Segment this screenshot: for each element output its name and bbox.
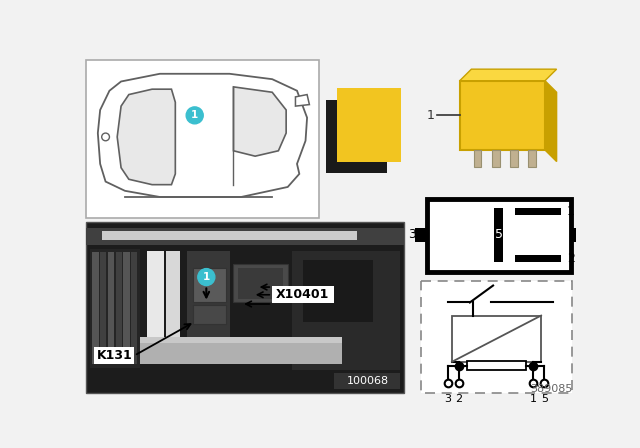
Bar bbox=[474, 150, 481, 167]
Bar bbox=[510, 150, 518, 167]
Bar bbox=[303, 260, 373, 322]
Text: 5: 5 bbox=[495, 228, 502, 241]
Bar bbox=[94, 347, 134, 364]
Text: 5: 5 bbox=[541, 394, 548, 404]
Polygon shape bbox=[296, 95, 309, 106]
Circle shape bbox=[186, 107, 204, 124]
Bar bbox=[131, 252, 138, 364]
Polygon shape bbox=[117, 89, 175, 185]
Text: 1: 1 bbox=[566, 205, 575, 218]
Bar bbox=[147, 251, 164, 359]
Bar bbox=[292, 251, 400, 370]
Circle shape bbox=[198, 269, 215, 285]
Bar bbox=[124, 252, 129, 364]
Text: 1: 1 bbox=[426, 109, 434, 122]
Bar bbox=[452, 315, 541, 362]
Bar bbox=[193, 305, 226, 324]
Bar bbox=[108, 252, 114, 364]
Bar bbox=[334, 373, 400, 389]
Bar bbox=[193, 268, 226, 302]
Text: 1: 1 bbox=[530, 394, 537, 404]
Bar bbox=[100, 252, 106, 364]
Text: 2: 2 bbox=[456, 394, 463, 404]
Text: 389085: 389085 bbox=[530, 384, 572, 394]
Polygon shape bbox=[460, 69, 557, 81]
Text: 2: 2 bbox=[566, 252, 575, 265]
Text: 3: 3 bbox=[408, 228, 415, 241]
Polygon shape bbox=[234, 87, 286, 156]
Polygon shape bbox=[545, 81, 557, 162]
Polygon shape bbox=[98, 74, 307, 197]
Bar bbox=[467, 361, 525, 370]
Bar bbox=[86, 228, 404, 245]
Bar bbox=[92, 252, 99, 364]
Bar bbox=[86, 60, 319, 218]
Bar bbox=[421, 281, 572, 392]
Text: X10401: X10401 bbox=[276, 288, 330, 301]
Bar bbox=[428, 198, 571, 271]
Bar bbox=[234, 264, 288, 302]
Bar bbox=[272, 286, 334, 303]
Bar bbox=[326, 100, 387, 173]
Bar bbox=[238, 268, 283, 299]
Bar bbox=[140, 341, 342, 364]
Text: 100068: 100068 bbox=[346, 376, 388, 386]
Text: 1: 1 bbox=[203, 272, 210, 282]
Bar bbox=[187, 251, 230, 359]
Bar bbox=[515, 208, 561, 215]
Bar bbox=[86, 222, 404, 392]
Bar bbox=[102, 231, 358, 240]
Polygon shape bbox=[571, 228, 583, 241]
Bar bbox=[90, 249, 140, 368]
Bar bbox=[460, 81, 545, 150]
Bar bbox=[494, 208, 503, 263]
Text: K131: K131 bbox=[97, 349, 133, 362]
Bar bbox=[337, 88, 401, 162]
Bar bbox=[140, 337, 342, 343]
Text: 3: 3 bbox=[445, 394, 452, 404]
Text: 1: 1 bbox=[191, 110, 198, 121]
Bar bbox=[116, 252, 122, 364]
Bar bbox=[166, 251, 180, 359]
Polygon shape bbox=[415, 228, 428, 241]
Bar bbox=[515, 255, 561, 263]
Bar bbox=[492, 150, 500, 167]
Bar bbox=[528, 150, 536, 167]
